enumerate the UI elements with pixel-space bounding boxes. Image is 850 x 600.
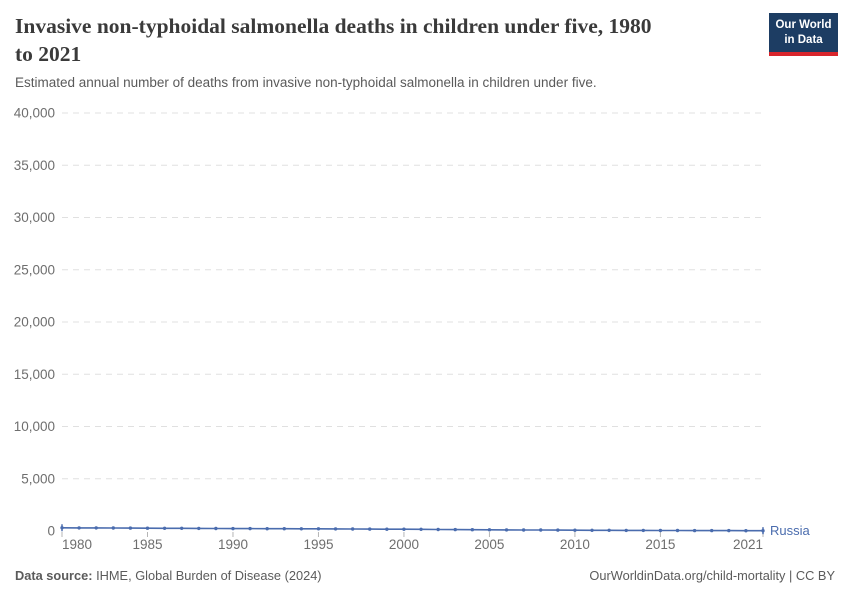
series-line-russia [61, 527, 763, 532]
x-axis-tick-label: 2021 [733, 537, 763, 552]
data-point [436, 527, 440, 532]
owid-logo-line1: Our World [775, 19, 832, 31]
data-point [487, 528, 492, 532]
y-axis-tick-label: 40,000 [14, 106, 55, 121]
chart-subtitle: Estimated annual number of deaths from i… [15, 75, 597, 90]
x-axis-tick-label: 2000 [389, 537, 419, 552]
y-axis-tick-label: 5,000 [21, 471, 55, 486]
data-point [162, 526, 167, 530]
data-point [350, 527, 355, 531]
data-point [145, 526, 150, 530]
data-point [744, 529, 748, 533]
y-axis-tick-label: 10,000 [14, 419, 55, 434]
page-title-line1: Invasive non-typhoidal salmonella deaths… [15, 14, 652, 38]
x-axis-tick-label: 1990 [218, 537, 248, 552]
data-point [761, 529, 765, 533]
data-point [658, 528, 663, 533]
y-axis-tick-label: 15,000 [14, 367, 55, 382]
data-point [248, 526, 252, 531]
data-point [419, 527, 423, 531]
data-point [607, 528, 611, 532]
x-axis-tick-label: 2005 [474, 537, 504, 552]
y-axis-tick-label: 30,000 [14, 210, 55, 225]
data-point [385, 527, 389, 531]
series-label-russia[interactable]: Russia [770, 523, 811, 538]
x-axis-tick-label: 2010 [560, 537, 590, 552]
owid-logo-line2: in Data [784, 33, 823, 46]
data-point [231, 526, 235, 531]
data-point [316, 527, 321, 531]
data-source-text: IHME, Global Burden of Disease (2024) [96, 568, 322, 583]
data-point [641, 528, 646, 533]
y-axis-tick-label: 20,000 [14, 315, 55, 330]
y-axis-tick-label: 25,000 [14, 262, 55, 277]
owid-logo[interactable]: Our World in Data [769, 13, 838, 56]
data-point [504, 528, 509, 532]
x-axis-tick-label: 1995 [303, 537, 333, 552]
data-point [590, 528, 594, 532]
y-axis-tick-label: 35,000 [14, 158, 55, 173]
data-point [727, 528, 731, 533]
y-axis-tick-label: 0 [47, 524, 55, 539]
x-axis-tick-label: 2015 [645, 537, 675, 552]
x-axis-tick-label: 1985 [132, 537, 162, 552]
data-point [470, 528, 475, 532]
data-point [179, 526, 184, 530]
data-point [265, 527, 269, 531]
data-point [299, 527, 304, 531]
data-point [453, 527, 457, 532]
data-point [368, 527, 372, 531]
data-point [573, 528, 577, 532]
footer-license-link[interactable]: OurWorldinData.org/child-mortality | CC … [589, 568, 835, 583]
data-point [197, 526, 201, 531]
data-point [94, 526, 98, 530]
data-source-label: Data source: [15, 568, 93, 583]
page-title: Invasive non-typhoidal salmonella deaths… [15, 13, 760, 68]
data-point [77, 526, 81, 530]
data-point [521, 528, 526, 532]
data-point [111, 526, 115, 530]
data-point [675, 528, 680, 533]
data-point [333, 527, 338, 531]
data-point [402, 527, 406, 531]
data-point [539, 528, 543, 532]
data-point [282, 527, 286, 531]
data-point [710, 528, 714, 533]
x-axis-tick-label: 1980 [62, 537, 92, 552]
data-point [128, 526, 133, 530]
page-title-line2: to 2021 [15, 41, 82, 66]
data-point [624, 528, 628, 533]
data-point [692, 528, 697, 533]
data-point [556, 528, 560, 532]
data-point [214, 526, 218, 531]
data-point [60, 526, 64, 530]
footer-data-source: Data source: IHME, Global Burden of Dise… [15, 568, 322, 583]
chart-footer: Data source: IHME, Global Burden of Dise… [15, 568, 835, 583]
